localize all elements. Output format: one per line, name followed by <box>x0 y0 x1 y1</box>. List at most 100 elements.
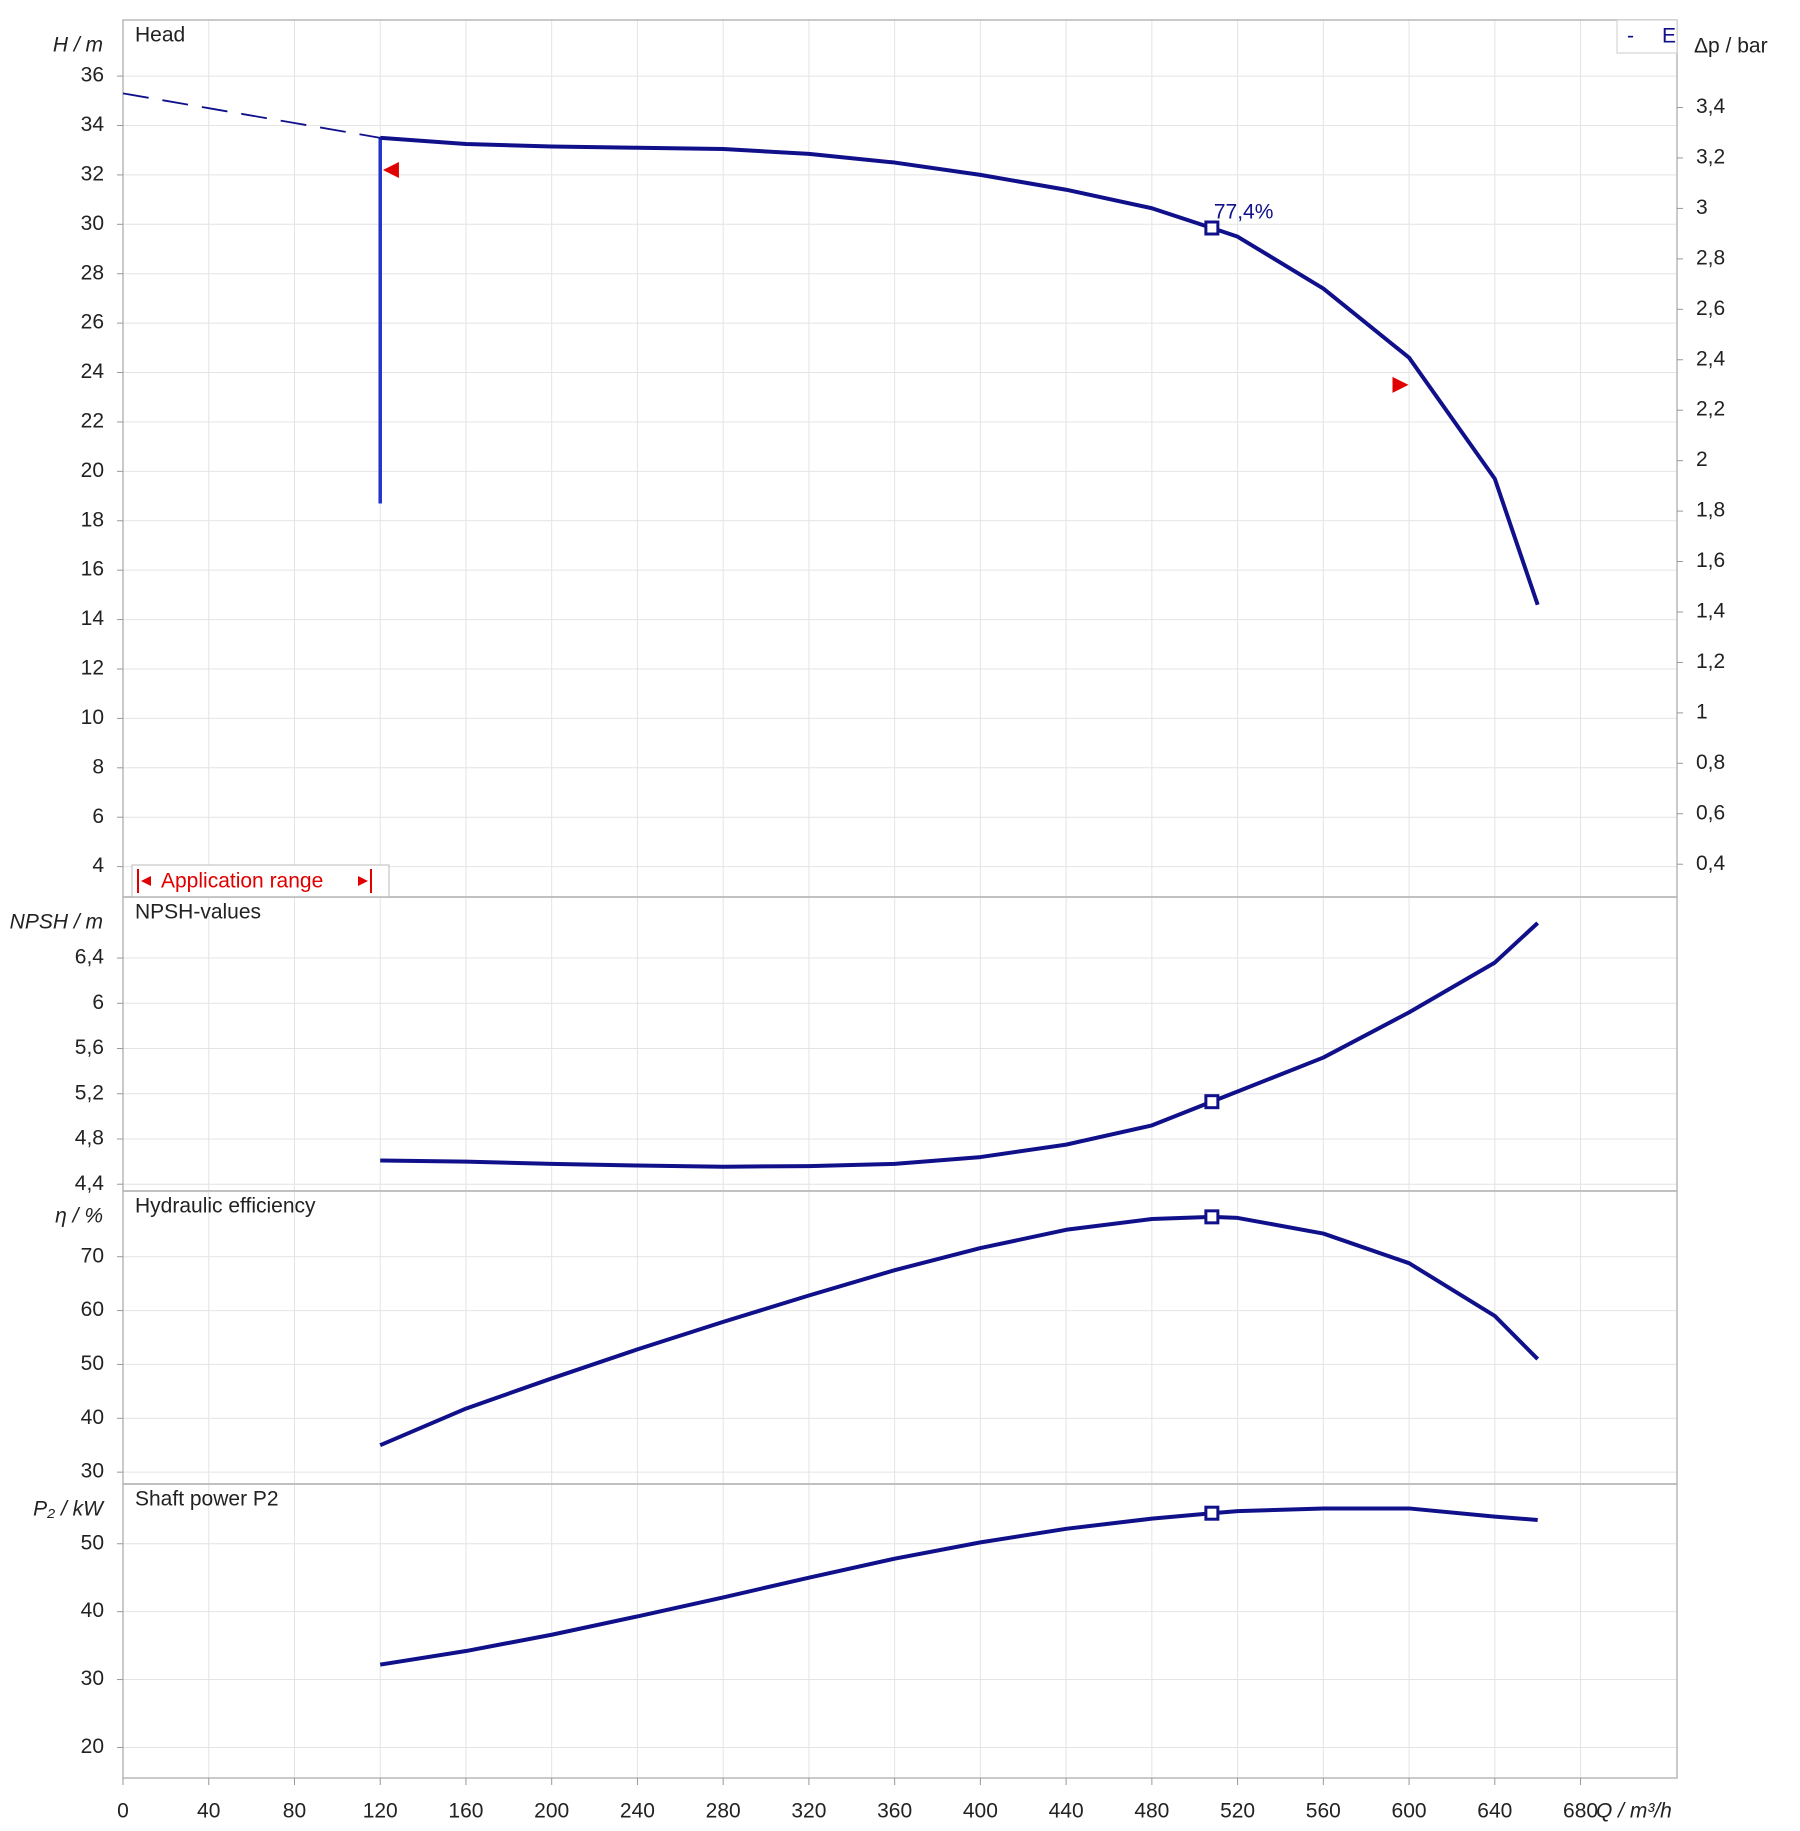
panel-title: Hydraulic efficiency <box>135 1195 316 1218</box>
y-tick-label: 14 <box>81 607 105 630</box>
y-tick-label: 18 <box>81 508 104 531</box>
x-tick-label: 400 <box>963 1800 998 1823</box>
x-tick-label: 40 <box>197 1800 220 1823</box>
panel-frame <box>122 1483 1678 1779</box>
panel-title: Head <box>135 24 185 47</box>
y-tick-label: 4,4 <box>75 1172 105 1195</box>
x-tick-label: 480 <box>1134 1800 1169 1823</box>
y-tick-label: 32 <box>81 162 104 185</box>
y-tick-label: 30 <box>81 1460 104 1483</box>
range-arrow <box>358 876 368 886</box>
y2-tick-label: 2,4 <box>1696 347 1726 370</box>
x-tick-label: 240 <box>620 1800 655 1823</box>
y-tick-label: 4 <box>92 854 104 877</box>
x-tick-label: 640 <box>1477 1800 1512 1823</box>
y-tick-label: 24 <box>81 360 105 383</box>
y-tick-label: 50 <box>81 1531 104 1554</box>
x-tick-label: 120 <box>363 1800 398 1823</box>
y-tick-label: 6 <box>92 805 104 828</box>
x-tick-label: 80 <box>283 1800 306 1823</box>
y2-tick-label: 2 <box>1696 448 1708 471</box>
y-tick-label: 36 <box>81 64 104 87</box>
x-tick-label: 200 <box>534 1800 569 1823</box>
y-tick-label: 6 <box>92 991 104 1014</box>
curve <box>379 1214 1540 1448</box>
curve <box>122 92 381 139</box>
y2-tick-label: 1 <box>1696 700 1708 723</box>
y-tick-label: 10 <box>81 706 104 729</box>
curve <box>380 135 1540 606</box>
corner-box <box>1616 19 1678 54</box>
y-tick-label: 30 <box>81 212 104 235</box>
y2-tick-label: 1,4 <box>1696 600 1726 623</box>
curve <box>379 1506 1538 1667</box>
y2-tick-label: 2,8 <box>1696 246 1725 269</box>
y-tick-label: 34 <box>81 113 105 136</box>
y-tick-label: 5,6 <box>75 1036 104 1059</box>
range-marker <box>1392 376 1409 393</box>
duty-point <box>1204 220 1220 236</box>
curve <box>380 921 1540 1169</box>
y-tick-label: 12 <box>81 657 104 680</box>
corner-label: - <box>1627 25 1634 48</box>
x-tick-label: 360 <box>877 1800 912 1823</box>
duty-point <box>1204 1505 1220 1521</box>
y2-tick-label: 3,4 <box>1696 95 1726 118</box>
y-tick-label: 40 <box>81 1406 104 1429</box>
range-box <box>131 864 390 898</box>
y-tick-label: 50 <box>81 1352 104 1375</box>
duty-point <box>1204 1094 1220 1110</box>
y2-axis-label: Δp / bar <box>1694 35 1768 58</box>
x-tick-label: 520 <box>1220 1800 1255 1823</box>
y2-tick-label: 2,6 <box>1696 297 1725 320</box>
x-tick-label: 680 <box>1563 1800 1598 1823</box>
y2-tick-label: 0,8 <box>1696 751 1725 774</box>
x-tick-label: 440 <box>1049 1800 1084 1823</box>
y-axis-label: P₂ / kW <box>33 1498 105 1521</box>
y-tick-label: 70 <box>81 1244 104 1267</box>
y-tick-label: 30 <box>81 1667 104 1690</box>
y-tick-label: 20 <box>81 1735 104 1758</box>
x-tick-label: 0 <box>117 1800 129 1823</box>
y-tick-label: 6,4 <box>75 946 105 969</box>
y2-tick-label: 1,2 <box>1696 650 1725 673</box>
x-tick-label: 560 <box>1306 1800 1341 1823</box>
duty-point-label: 77,4% <box>1214 201 1274 224</box>
x-axis-label: Q / m³/h <box>1596 1800 1672 1823</box>
y-axis-label: H / m <box>53 34 103 57</box>
panel-frame <box>122 896 1678 1192</box>
y-tick-label: 8 <box>92 755 104 778</box>
corner-label: E <box>1662 25 1676 48</box>
range-label: Application range <box>161 870 323 893</box>
panel-frame <box>122 19 1678 898</box>
panel-title: Shaft power P2 <box>135 1488 279 1511</box>
y-tick-label: 16 <box>81 558 104 581</box>
x-tick-label: 160 <box>448 1800 483 1823</box>
duty-point <box>1204 1209 1220 1225</box>
y2-tick-label: 2,2 <box>1696 398 1725 421</box>
range-arrow <box>141 876 151 886</box>
x-tick-label: 600 <box>1392 1800 1427 1823</box>
y-tick-label: 28 <box>81 261 104 284</box>
panel-title: NPSH-values <box>135 901 261 924</box>
y2-tick-label: 3,2 <box>1696 146 1725 169</box>
y2-tick-label: 1,8 <box>1696 499 1725 522</box>
panel-frame <box>122 1190 1678 1485</box>
y-tick-label: 5,2 <box>75 1081 104 1104</box>
range-marker <box>382 161 399 178</box>
y2-tick-label: 0,6 <box>1696 801 1725 824</box>
y-axis-label: η / % <box>55 1205 103 1228</box>
y2-tick-label: 0,4 <box>1696 852 1726 875</box>
x-tick-label: 320 <box>791 1800 826 1823</box>
y-tick-label: 40 <box>81 1599 104 1622</box>
y2-tick-label: 1,6 <box>1696 549 1725 572</box>
y2-tick-label: 3 <box>1696 196 1708 219</box>
y-tick-label: 4,8 <box>75 1127 104 1150</box>
y-tick-label: 20 <box>81 459 104 482</box>
y-tick-label: 60 <box>81 1298 104 1321</box>
y-axis-label: NPSH / m <box>10 911 103 934</box>
y-tick-label: 26 <box>81 311 104 334</box>
x-tick-label: 280 <box>706 1800 741 1823</box>
y-tick-label: 22 <box>81 409 104 432</box>
